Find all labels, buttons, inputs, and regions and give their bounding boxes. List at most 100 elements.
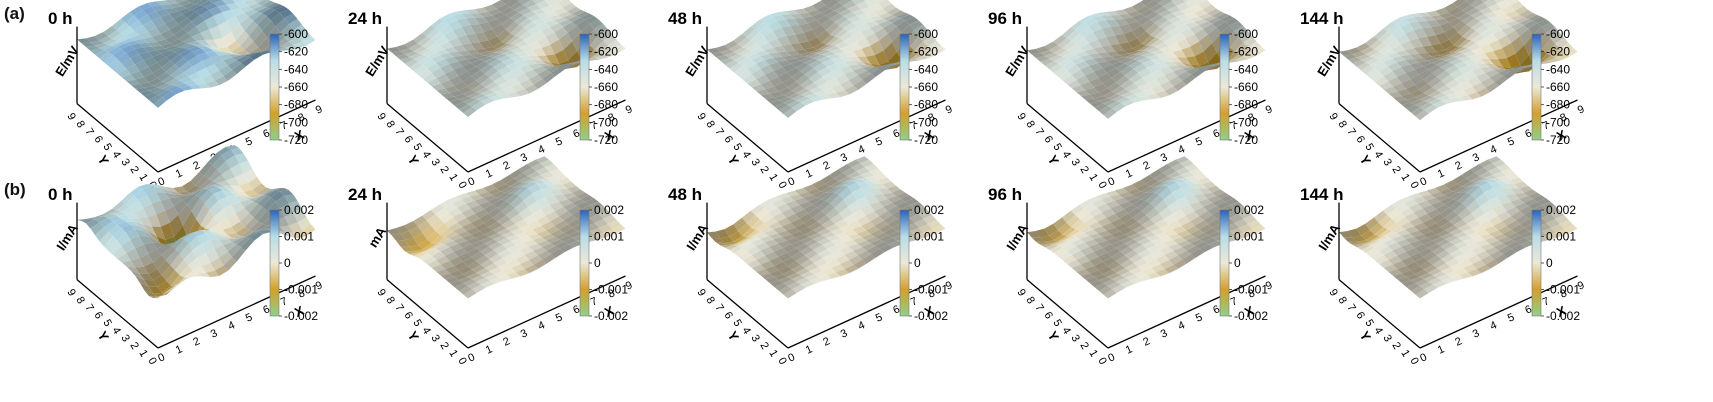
colorbar-tick-label: -0.002 bbox=[1546, 309, 1580, 323]
x-tick-label: 1 bbox=[804, 343, 814, 356]
surface-cell bbox=[1137, 51, 1151, 56]
surface-cell bbox=[1507, 66, 1521, 71]
surface-cell bbox=[144, 92, 158, 101]
x-tick-label: 8 bbox=[926, 111, 936, 124]
surface-cell bbox=[572, 17, 586, 26]
surface-cell bbox=[157, 83, 171, 89]
surface-cell bbox=[1120, 91, 1134, 98]
surface-cell bbox=[1129, 277, 1143, 284]
surface-cell bbox=[1502, 239, 1516, 246]
surface-cell bbox=[1476, 72, 1490, 83]
surface-cell bbox=[200, 9, 214, 21]
surface-cell bbox=[151, 16, 165, 28]
surface-cell bbox=[787, 281, 801, 290]
surface-cell bbox=[1190, 25, 1204, 35]
surface-cell bbox=[476, 73, 490, 85]
surface-cell bbox=[822, 87, 836, 95]
surface-cell bbox=[1172, 49, 1186, 58]
surface-cell bbox=[1419, 261, 1433, 270]
surface-cell bbox=[923, 214, 937, 225]
surface-cell bbox=[861, 17, 875, 24]
surface-cell bbox=[715, 45, 729, 52]
surface-cell bbox=[275, 18, 289, 33]
surface-cell bbox=[165, 239, 179, 247]
surface-cell bbox=[795, 32, 809, 44]
surface-cell bbox=[284, 194, 298, 204]
surface-cell bbox=[506, 235, 520, 242]
surface-cell bbox=[1124, 59, 1138, 66]
surface-cell bbox=[179, 76, 193, 83]
surface-cell bbox=[501, 219, 515, 229]
surface-plot-b-48h: 48 h01234567890123456789XYI/mA0.0020.001… bbox=[668, 156, 954, 367]
surface-cell bbox=[1194, 194, 1208, 202]
x-tick-label: 5 bbox=[874, 135, 884, 148]
colorbar-tick-label: -680 bbox=[594, 98, 618, 112]
x-tick-label: 9 bbox=[624, 279, 634, 292]
surface-cell bbox=[756, 269, 770, 276]
surface-cell bbox=[252, 183, 266, 194]
surface-cell bbox=[1502, 26, 1516, 36]
surface-cell bbox=[1137, 200, 1151, 212]
panel-title: 0 h bbox=[48, 185, 73, 204]
surface-cell bbox=[527, 171, 541, 179]
surface-cell bbox=[522, 167, 536, 177]
x-tick-label: 3 bbox=[209, 327, 219, 340]
surface-cell bbox=[258, 37, 272, 52]
surface-cell bbox=[809, 267, 823, 275]
surface-cell bbox=[778, 266, 792, 274]
surface-cell bbox=[1528, 192, 1542, 199]
surface-cell bbox=[244, 201, 258, 214]
surface-cell bbox=[511, 238, 525, 246]
surface-cell bbox=[1489, 230, 1503, 238]
x-tick-label: 4 bbox=[1488, 319, 1498, 332]
surface-cell bbox=[1142, 231, 1156, 239]
surface-cell bbox=[1185, 12, 1199, 19]
surface-cell bbox=[493, 61, 507, 72]
surface-cell bbox=[165, 34, 179, 44]
surface-cell bbox=[182, 192, 196, 196]
surface-cell bbox=[1441, 62, 1455, 71]
surface-cell bbox=[1212, 198, 1226, 207]
surface-cell bbox=[1432, 271, 1446, 278]
surface-cell bbox=[1107, 281, 1121, 290]
surface-cell bbox=[1136, 192, 1150, 200]
surface-cell bbox=[418, 253, 432, 261]
surface-cell bbox=[471, 240, 485, 249]
surface-cell bbox=[1085, 277, 1099, 284]
surface-cell bbox=[178, 194, 192, 201]
surface-cell bbox=[1370, 236, 1384, 242]
surface-cell bbox=[844, 60, 858, 66]
surface-cell bbox=[142, 186, 156, 196]
surface-cell bbox=[545, 176, 559, 181]
surface-cell bbox=[1485, 69, 1499, 78]
surface-cell bbox=[1176, 14, 1190, 21]
surface-cell bbox=[1156, 90, 1170, 98]
surface-cell bbox=[450, 280, 464, 288]
surface-cell bbox=[1347, 47, 1361, 55]
surface-cell bbox=[546, 225, 560, 235]
surface-cell bbox=[1185, 34, 1199, 47]
surface-cell bbox=[1147, 79, 1161, 89]
surface-cell bbox=[778, 60, 792, 68]
surface-cell bbox=[302, 35, 316, 46]
surface-cell bbox=[1402, 102, 1416, 109]
surface-cell bbox=[467, 99, 481, 107]
x-tick-label: 1 bbox=[804, 167, 814, 180]
surface-cell bbox=[847, 182, 861, 193]
surface-cell bbox=[826, 235, 840, 242]
surface-cell bbox=[1116, 255, 1130, 265]
surface-cell bbox=[1467, 63, 1481, 71]
surface-cell bbox=[1415, 93, 1429, 100]
surface-cell bbox=[231, 46, 245, 54]
surface-cell bbox=[540, 6, 554, 13]
surface-cell bbox=[1424, 284, 1438, 293]
surface-cell bbox=[1106, 35, 1120, 46]
surface-cell bbox=[768, 38, 782, 48]
surface-cell bbox=[217, 186, 231, 192]
surface-cell bbox=[1133, 235, 1147, 242]
surface-cell bbox=[786, 58, 800, 64]
colorbar-tick-label: -640 bbox=[284, 62, 308, 76]
surface-cell bbox=[773, 45, 787, 53]
surface-cell bbox=[1234, 218, 1248, 228]
surface-cell bbox=[586, 57, 600, 61]
